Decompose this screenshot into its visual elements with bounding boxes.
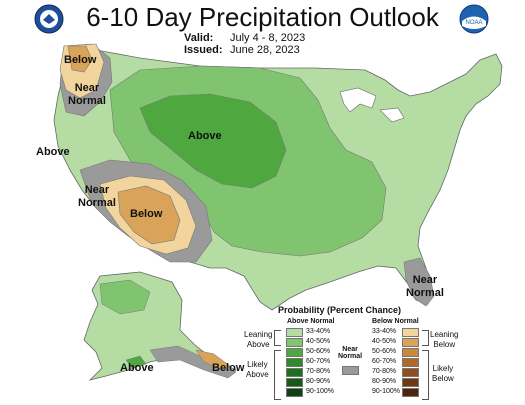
legend-below-swatch [402,388,419,397]
below-sw-inner [117,185,181,245]
legend-above-swatch [286,388,303,397]
issued-label: Issued: [184,44,223,56]
alaska-above-south [125,355,147,369]
bracket-leaning-above [274,330,281,346]
legend-below-label: 70-80% [372,368,397,375]
label-near-normal-nw: Near Normal [68,82,106,107]
legend-above-swatch [286,338,303,347]
legend-leaning-below: Leaning Below [430,330,459,349]
label-below-nw: Below [64,54,97,66]
alaska-above-40-50 [99,279,151,315]
label-near-normal-fl: Near Normal [406,274,444,299]
legend-near-normal-swatch [342,366,359,375]
valid-label: Valid: [184,32,214,44]
legend-leaning-above: Leaning Above [244,330,273,349]
legend-below-swatch [402,378,419,387]
legend-above-swatch [286,368,303,377]
legend-above-label: 40-50% [306,338,331,345]
label-below-ak: Below [212,362,245,374]
legend-below-label: 90-100% [372,388,401,395]
valid-value: July 4 - 8, 2023 [230,32,306,44]
bracket-likely-below [422,350,429,400]
legend-above-swatch [286,348,303,357]
legend-below-swatch [402,368,419,377]
legend-above-label: 50-60% [306,348,331,355]
label-near-normal-sw: Near Normal [78,184,116,209]
legend-below-swatch [402,338,419,347]
legend-above-swatch [286,378,303,387]
legend-below-label: 60-70% [372,358,397,365]
legend-below-label: 33-40% [372,328,397,335]
bracket-leaning-below [422,330,429,346]
legend-near-header: Near Normal [338,346,363,360]
near-normal-fl-region [403,257,435,307]
issued-value: June 28, 2023 [230,44,300,56]
legend-below-swatch [402,348,419,357]
legend-below-header: Below Normal [372,318,419,325]
legend-title: Probability (Percent Chance) [278,305,402,315]
noaa-cpc-seal-icon [34,4,64,34]
label-below-sw: Below [130,208,163,220]
legend-below-label: 40-50% [372,338,397,345]
alaska-below [195,349,231,371]
noaa-logo-icon: NOAA [459,4,489,34]
legend-below-swatch [402,358,419,367]
legend-above-label: 70-80% [306,368,331,375]
legend-above-label: 33-40% [306,328,331,335]
map-title: 6-10 Day Precipitation Outlook [86,2,439,32]
legend-below-label: 50-60% [372,348,397,355]
legend-above-label: 80-90% [306,378,331,385]
great-lakes [339,87,405,123]
legend-above-swatch [286,328,303,337]
label-above-ak: Above [120,362,154,374]
legend-likely-above: Likely Above [246,360,269,379]
legend-below-swatch [402,328,419,337]
legend-above-swatch [286,358,303,367]
above-50-60-region [139,93,287,189]
alaska-near-normal [149,345,237,379]
bracket-likely-above [274,350,281,400]
noaa-logo-text: NOAA [465,20,482,26]
legend-likely-below: Likely Below [432,364,454,383]
label-above-central: Above [188,130,222,142]
label-above-west: Above [36,146,70,158]
legend-above-label: 90-100% [306,388,335,395]
below-nw-inner [67,45,93,73]
legend-above-label: 60-70% [306,358,331,365]
legend-below-label: 80-90% [372,378,397,385]
legend-above-header: Above Normal [287,318,335,325]
